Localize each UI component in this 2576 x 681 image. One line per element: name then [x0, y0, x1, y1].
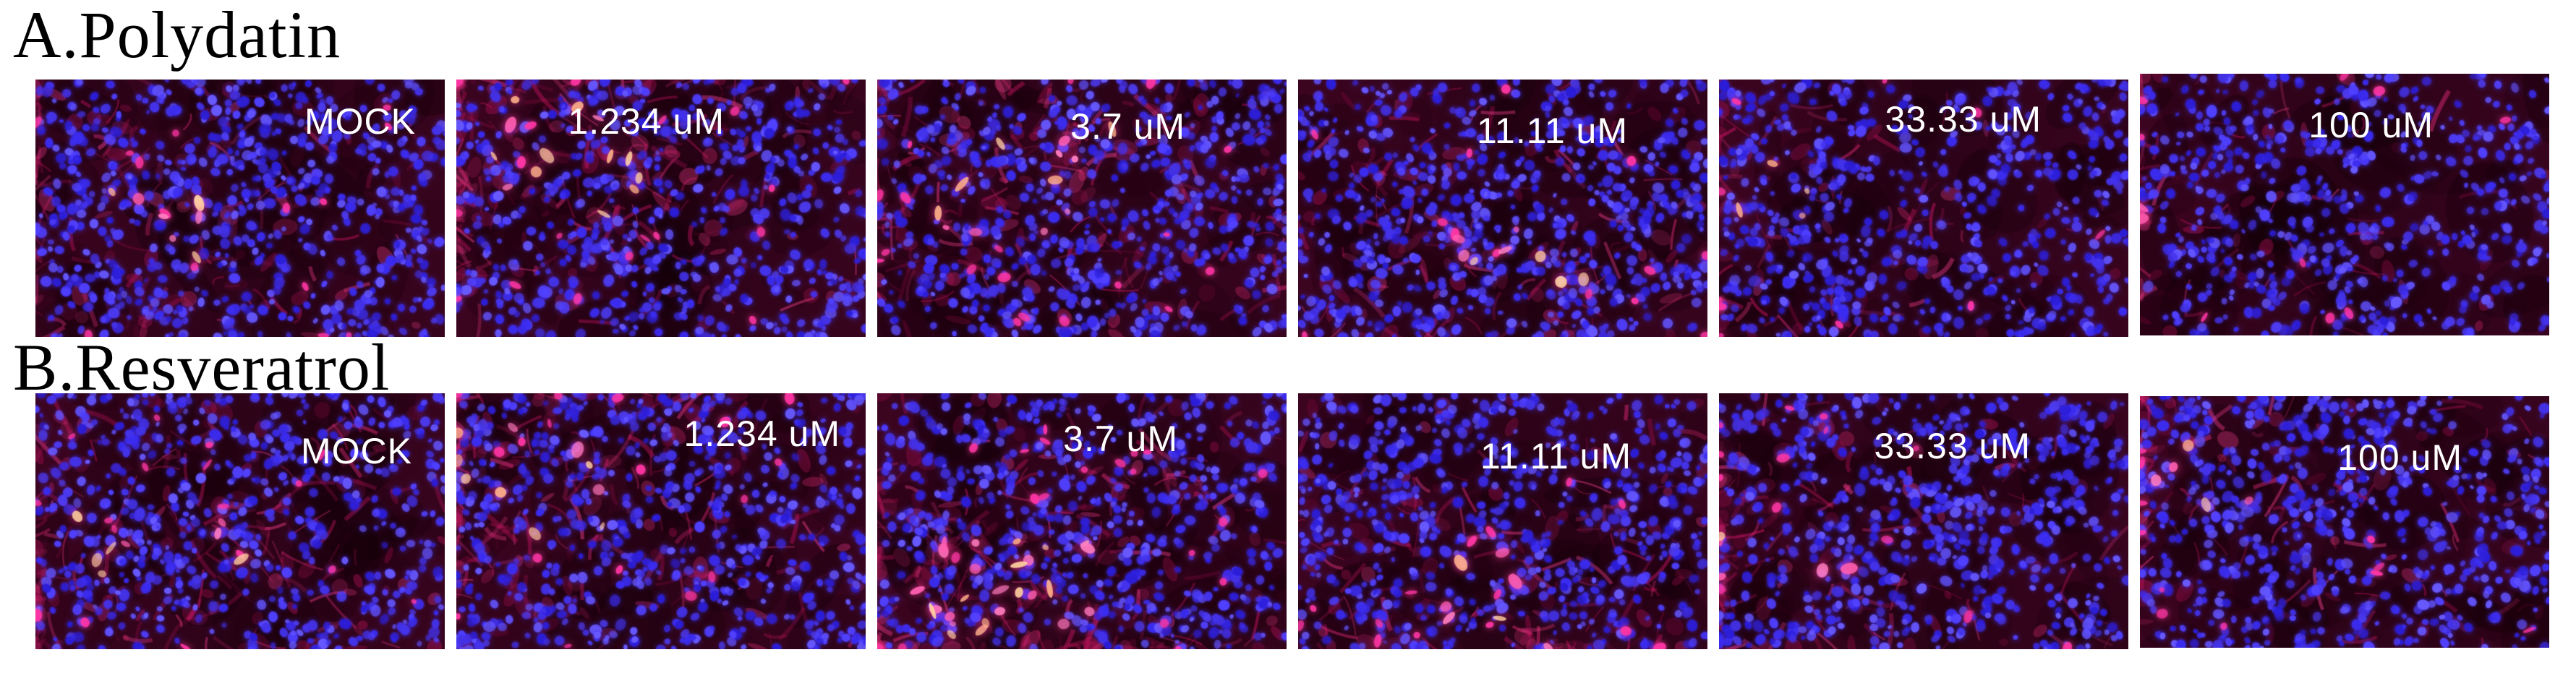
dose-label: 100 uM — [2337, 437, 2462, 478]
micrograph-panel-a1: MOCK — [35, 80, 445, 337]
dose-label: 11.11 uM — [1480, 436, 1632, 476]
dose-label: MOCK — [301, 431, 412, 471]
dose-label: 1.234 uM — [568, 101, 725, 142]
micrograph-panel-a6: 100 uM — [2140, 74, 2549, 335]
fluorescence-micrograph-image — [2140, 74, 2549, 335]
micrograph-panel-b1: MOCK — [35, 393, 445, 649]
dose-label: 11.11 uM — [1476, 111, 1628, 151]
micrograph-panel-b3: 3.7 uM — [877, 393, 1287, 649]
fluorescence-micrograph-image — [1298, 80, 1707, 337]
micrograph-panel-a2: 1.234 uM — [456, 80, 866, 337]
fluorescence-micrograph-image — [456, 80, 866, 337]
micrograph-panel-b6: 100 uM — [2140, 396, 2549, 648]
section-b-title: B.Resveratrol — [13, 330, 391, 404]
micrograph-panel-b4: 11.11 uM — [1298, 393, 1707, 649]
dose-label: 3.7 uM — [1070, 106, 1185, 147]
dose-label: 3.7 uM — [1063, 419, 1178, 459]
fluorescence-micrograph-image — [35, 393, 445, 649]
micrograph-panel-a4: 11.11 uM — [1298, 80, 1707, 337]
dose-label: 100 uM — [2308, 105, 2434, 145]
fluorescence-micrograph-image — [35, 80, 445, 337]
fluorescence-micrograph-image — [877, 393, 1287, 649]
dose-label: 33.33 uM — [1885, 99, 2042, 140]
fluorescence-micrograph-image — [456, 393, 866, 649]
micrograph-panel-a5: 33.33 uM — [1719, 80, 2128, 337]
dose-label: 1.234 uM — [683, 414, 840, 454]
micrograph-panel-a3: 3.7 uM — [877, 80, 1287, 337]
fluorescence-micrograph-image — [1298, 393, 1707, 649]
section-a-title: A.Polydatin — [13, 0, 341, 72]
panel-row-a: MOCK 1.234 uM 3.7 uM 11.11 uM 33.33 uM 1… — [0, 74, 2576, 337]
micrograph-panel-b2: 1.234 uM — [456, 393, 866, 649]
dose-label: MOCK — [304, 101, 416, 142]
panel-row-b: MOCK 1.234 uM 3.7 uM 11.11 uM 33.33 uM 1… — [0, 393, 2576, 649]
fluorescence-micrograph-image — [2140, 396, 2549, 648]
fluorescence-micrograph-image — [1719, 393, 2128, 649]
fluorescence-micrograph-image — [877, 80, 1287, 337]
micrograph-panel-b5: 33.33 uM — [1719, 393, 2128, 649]
fluorescence-micrograph-image — [1719, 80, 2128, 337]
dose-label: 33.33 uM — [1874, 426, 2031, 466]
